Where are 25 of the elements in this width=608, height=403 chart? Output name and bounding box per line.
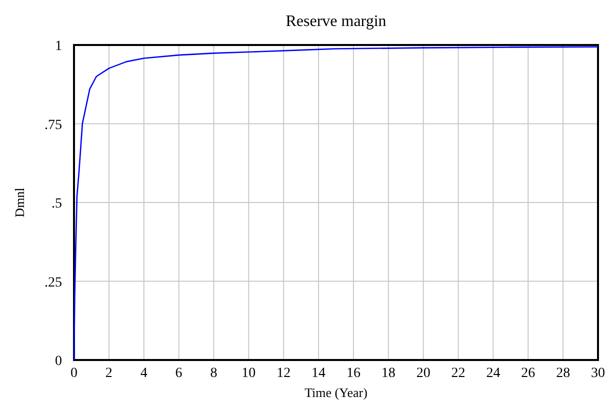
line-series <box>73 46 599 361</box>
x-axis-title: Time (Year) <box>304 385 368 400</box>
x-tick-label: 22 <box>451 366 466 381</box>
x-tick-label: 8 <box>210 366 218 381</box>
x-tick-label: 6 <box>175 366 182 381</box>
x-tick-label: 18 <box>381 366 396 381</box>
y-tick-label: .25 <box>44 275 62 290</box>
x-tick-label: 28 <box>556 366 570 381</box>
x-tick-label: 10 <box>242 366 256 381</box>
x-tick-label: 24 <box>486 366 500 381</box>
x-tick-label: 14 <box>312 366 326 381</box>
x-tick-label: 20 <box>416 366 430 381</box>
x-tick-label: 30 <box>591 366 605 381</box>
x-tick-label: 0 <box>70 366 78 381</box>
x-tick-label: 2 <box>105 366 112 381</box>
y-tick-label: 0 <box>55 354 62 369</box>
y-tick-label: .5 <box>52 196 62 212</box>
x-tick-label: 4 <box>140 366 148 381</box>
y-tick-label: 1 <box>55 39 62 54</box>
y-tick-label: .75 <box>44 118 62 133</box>
x-tick-label: 26 <box>521 366 536 381</box>
chart-title: Reserve margin <box>286 13 386 30</box>
x-tick-label: 12 <box>276 366 291 381</box>
y-axis-title: Dmnl <box>12 187 27 218</box>
x-tick-label: 16 <box>346 366 360 381</box>
